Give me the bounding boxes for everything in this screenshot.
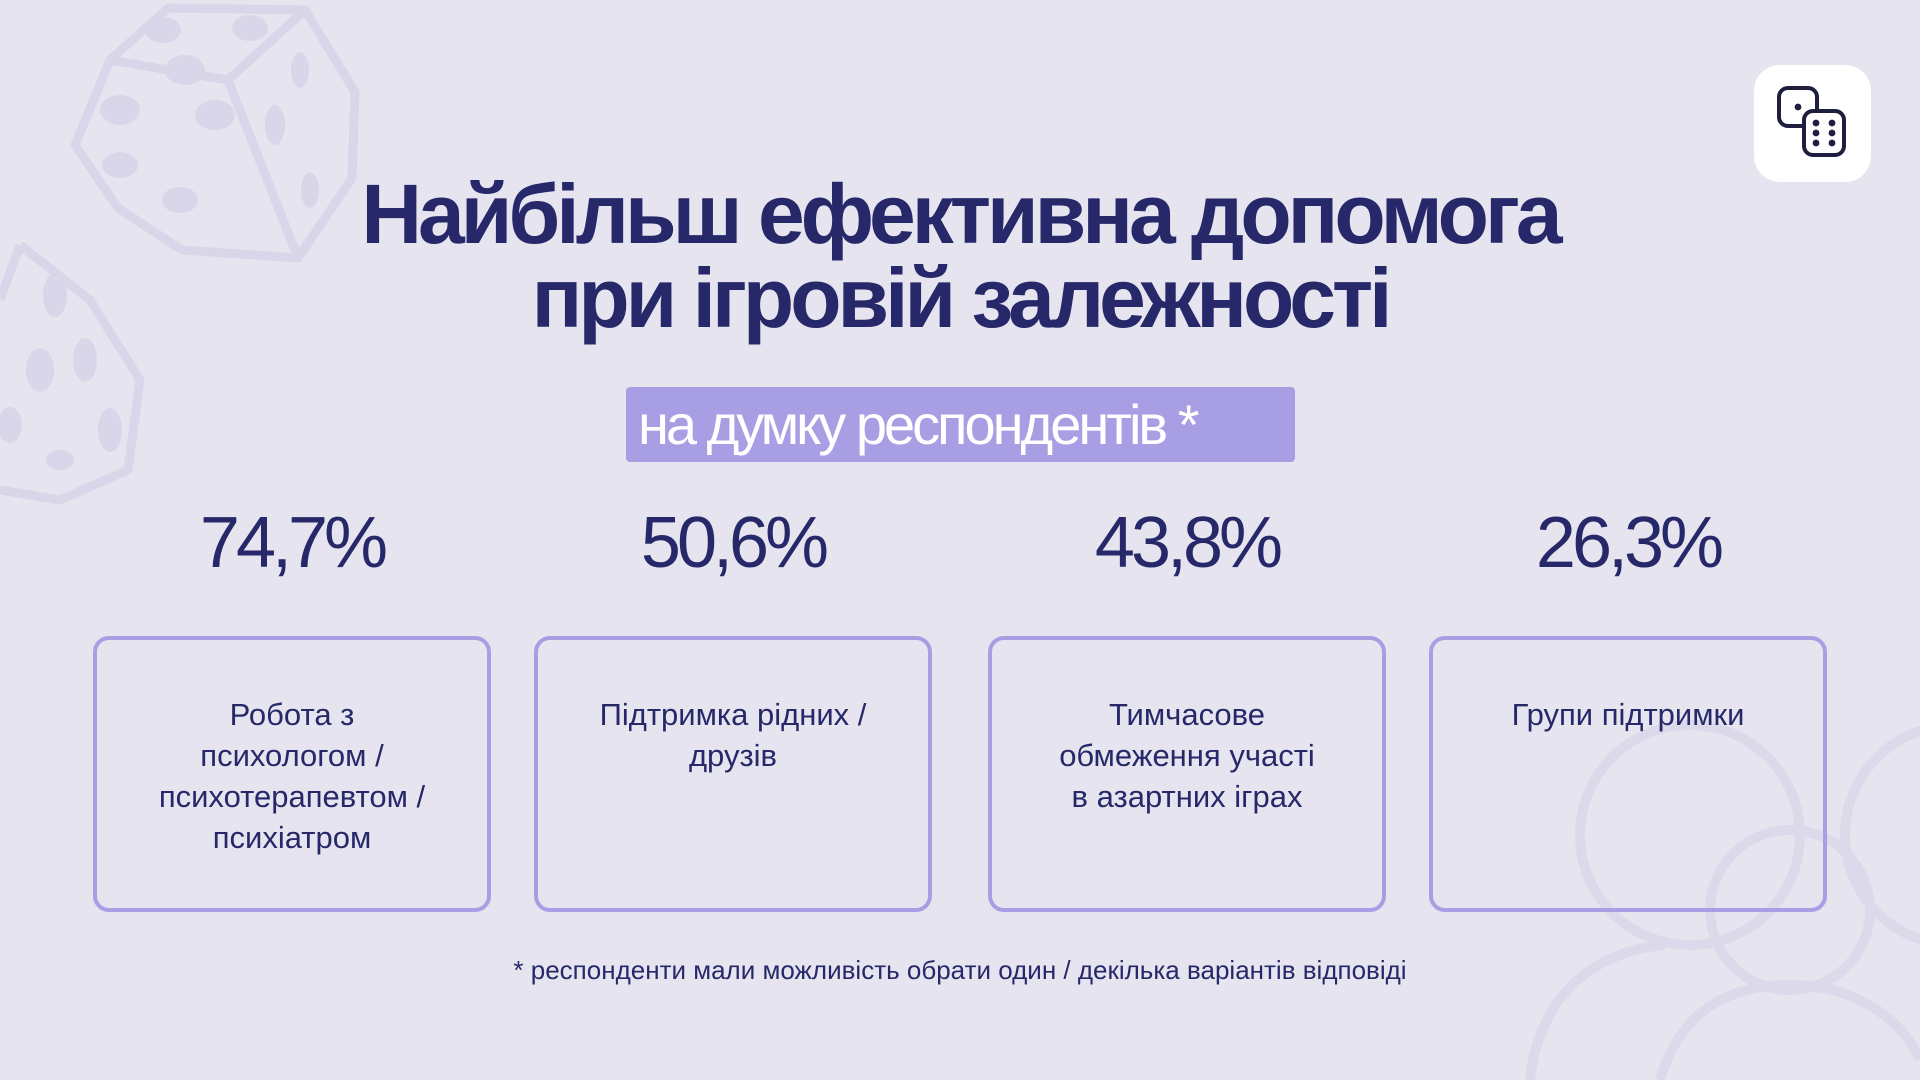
card-label-line: психотерапевтом / — [158, 779, 426, 814]
card-label-line: Робота з — [229, 697, 355, 732]
dice-icon — [1777, 86, 1846, 157]
stat-card: Тимчасове обмеження участі в азартних іг… — [988, 636, 1386, 912]
stat-value: 26,3% — [1535, 503, 1724, 583]
stat-card: Підтримка рідних / друзів — [534, 636, 932, 912]
card-label-line: Групи підтримки — [1511, 697, 1745, 732]
footnote: * респонденти мали можливість обрати оди… — [513, 955, 1407, 985]
card-label-line: друзів — [688, 738, 778, 773]
card-label-line: психіатром — [212, 820, 372, 855]
title-line-2: при ігровій залежності — [531, 251, 1393, 345]
stat-value: 74,7% — [199, 503, 388, 583]
subtitle-badge: на думку респондентів * — [626, 387, 1295, 462]
dice-icon — [0, 241, 145, 505]
dice-pips-deco — [0, 273, 122, 470]
stat-value: 43,8% — [1094, 503, 1283, 583]
logo-badge — [1754, 65, 1871, 182]
stat-card: Робота з психологом / психотерапевтом / … — [93, 636, 491, 912]
card-label-line: Тимчасове — [1108, 697, 1266, 732]
card-label-line: Підтримка рідних / — [599, 697, 867, 732]
card-label-line: в азартних іграх — [1071, 779, 1303, 814]
stat-card: Групи підтримки — [1429, 636, 1827, 912]
title-line-1: Найбільш ефективна допомога — [361, 167, 1562, 261]
card-label-line: обмеження участі — [1059, 738, 1315, 773]
page-title: Найбільш ефективна допомога при ігровій … — [160, 172, 1760, 340]
stat-value: 50,6% — [640, 503, 829, 583]
card-label-line: психологом / — [200, 738, 384, 773]
